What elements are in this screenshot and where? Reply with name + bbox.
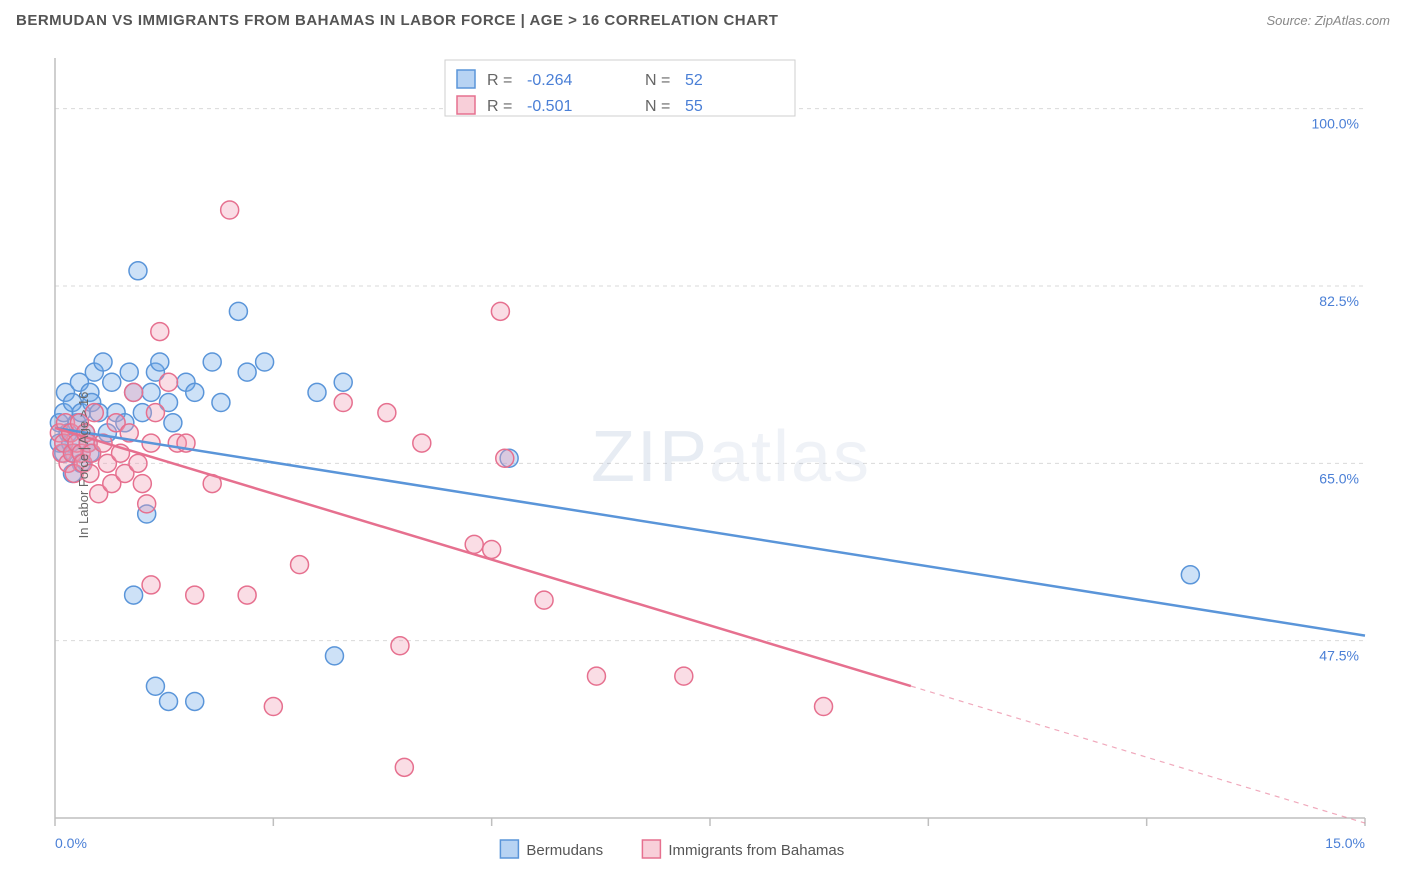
svg-text:R =: R = <box>487 72 512 89</box>
svg-text:N =: N = <box>645 98 670 115</box>
svg-text:R =: R = <box>487 98 512 115</box>
svg-text:55: 55 <box>685 98 703 115</box>
scatter-chart: 47.5% 65.0% 82.5% 100.0% 0.0% 15.0% R = -0.264 N… <box>0 38 1406 888</box>
chart-title: BERMUDAN VS IMMIGRANTS FROM BAHAMAS IN L… <box>16 12 778 29</box>
source-attribution: Source: ZipAtlas.com <box>1266 13 1390 28</box>
svg-text:0.0%: 0.0% <box>55 835 87 851</box>
svg-text:100.0%: 100.0% <box>1312 116 1359 132</box>
y-axis-label: In Labor Force | Age > 16 <box>76 392 91 539</box>
svg-text:65.0%: 65.0% <box>1319 470 1359 486</box>
chart-container: In Labor Force | Age > 16 ZIPatlas 47.5%… <box>0 38 1406 892</box>
svg-text:-0.501: -0.501 <box>527 98 572 115</box>
svg-text:Bermudans: Bermudans <box>526 842 603 859</box>
svg-text:47.5%: 47.5% <box>1319 648 1359 664</box>
svg-text:15.0%: 15.0% <box>1325 835 1365 851</box>
svg-text:52: 52 <box>685 72 703 89</box>
svg-text:82.5%: 82.5% <box>1319 293 1359 309</box>
svg-text:N =: N = <box>645 72 670 89</box>
svg-text:-0.264: -0.264 <box>527 72 572 89</box>
svg-text:Immigrants from Bahamas: Immigrants from Bahamas <box>668 842 844 859</box>
